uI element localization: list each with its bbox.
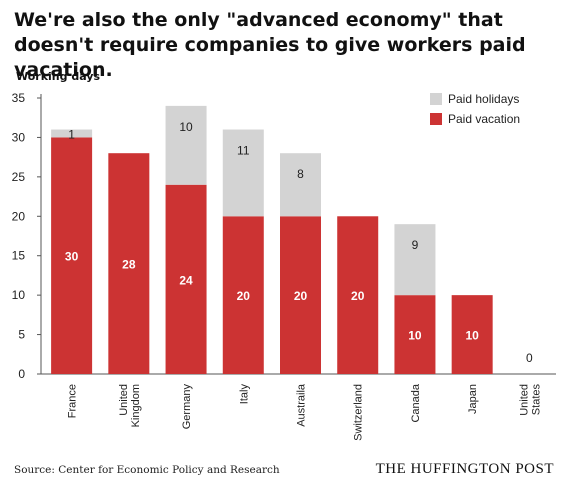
legend-swatch [430,113,442,125]
x-tick-label: Austraila [296,383,308,427]
bar-paid-vacation [280,216,321,374]
x-tick-label-line: Kingdom [130,384,142,427]
data-label-paid-vacation: 30 [65,250,79,264]
y-tick-label: 20 [12,209,26,223]
y-tick-label: 35 [12,91,26,105]
x-tick-label: France [67,384,79,418]
bar-paid-vacation [394,295,436,374]
y-axis-label: Working days [16,70,101,83]
data-label-paid-vacation: 20 [294,289,308,303]
y-tick-label: 30 [12,130,26,144]
data-label-paid-holidays: 8 [297,167,304,181]
bar-paid-holidays [51,129,93,138]
bar-paid-holidays [165,105,207,185]
bar-paid-vacation [337,216,379,374]
data-label-paid-vacation: 24 [179,273,193,287]
y-tick-label: 0 [18,367,25,381]
legend-label: Paid vacation [448,112,520,126]
chart-title: We're also the only "advanced economy" t… [14,9,526,81]
data-label-paid-holidays: 10 [179,120,193,134]
data-label-paid-vacation: 20 [351,289,365,303]
bar-paid-holidays [280,153,321,217]
x-tick-label-line: France [67,384,79,418]
x-tick-label-line: Austraila [296,383,308,427]
x-tick-label-line: Germany [181,384,193,430]
y-tick-label: 25 [12,170,26,184]
x-tick-label-line: United [518,384,530,416]
x-tick-label: UnitedStates [518,384,542,416]
legend-label: Paid holidays [448,92,519,106]
data-label-paid-holidays: 9 [412,238,419,252]
x-tick-label-line: States [530,384,542,416]
x-tick-label-line: Italy [238,384,250,405]
bar-paid-holidays [394,224,436,296]
x-tick-label: Switzerland [353,384,365,441]
y-tick-label: 15 [12,249,26,263]
source-note: Source: Center for Economic Policy and R… [14,464,280,476]
data-label-paid-vacation: 20 [237,289,251,303]
data-label-paid-holidays: 1 [68,128,75,142]
data-label-paid-vacation: 28 [122,258,136,272]
y-tick-label: 5 [18,328,25,342]
bar-paid-vacation [51,137,93,374]
x-tick-label-line: Canada [410,383,422,422]
bar-paid-holidays [222,129,264,217]
y-tick-label: 10 [12,288,26,302]
legend-swatch [430,93,442,105]
x-tick-label-line: Japan [467,384,479,414]
bar-paid-vacation [222,216,264,374]
x-tick-label: UnitedKingdom [118,384,142,427]
publisher-logo: THE HUFFINGTON POST [375,461,554,477]
x-tick-label: Japan [467,384,479,414]
data-label-paid-holidays: 11 [237,144,250,158]
bar-paid-vacation [451,295,493,374]
x-tick-label: Germany [181,384,193,430]
data-label-paid-vacation: 10 [408,329,422,343]
x-tick-label: Canada [410,383,422,422]
data-label-paid-vacation: 0 [526,351,533,365]
x-tick-label-line: United [118,384,130,416]
bar-paid-vacation [108,153,150,374]
x-tick-label-line: Switzerland [353,384,365,441]
x-tick-label: Italy [238,384,250,405]
data-label-paid-vacation: 10 [465,329,479,343]
bar-paid-vacation [165,184,207,374]
